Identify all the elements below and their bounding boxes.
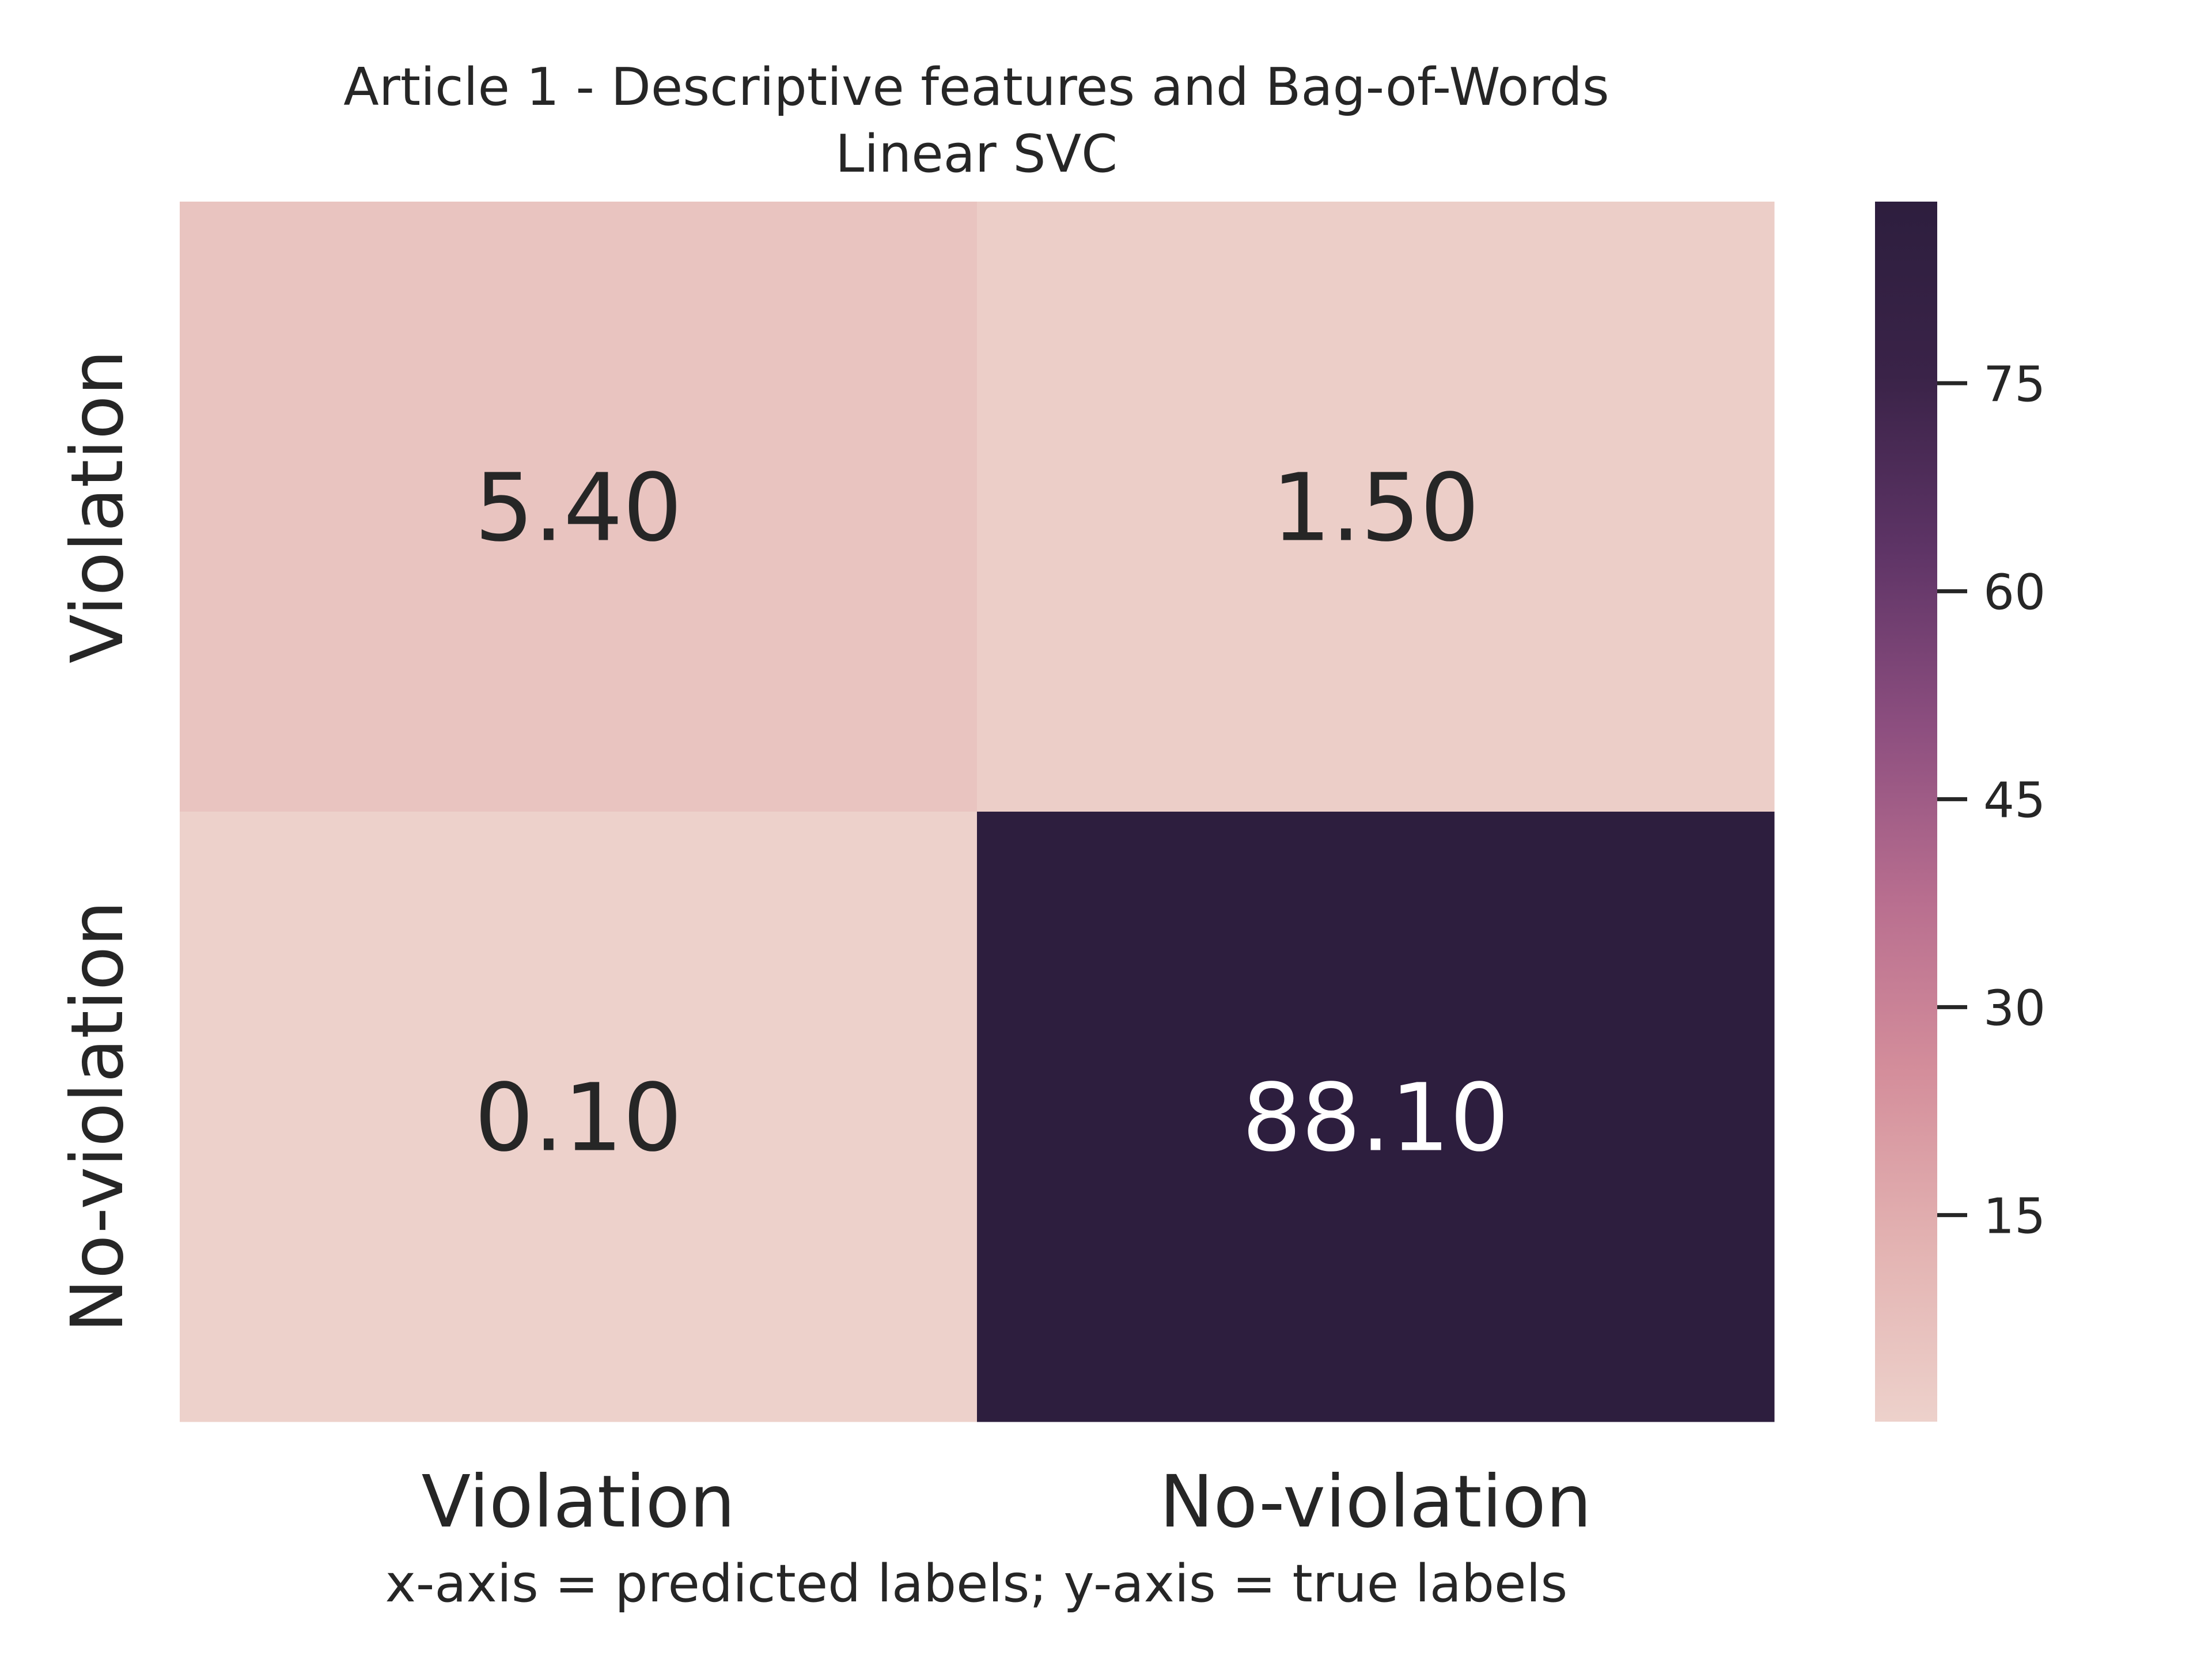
colorbar-ticks: 15 30 45 60 75: [1937, 356, 2046, 1245]
x-axis-tick-labels: Violation No-violation: [422, 1460, 1592, 1544]
x-tick-label-no-violation: No-violation: [1160, 1460, 1592, 1544]
cell-value-label: 1.50: [1272, 454, 1480, 563]
cell-value-label: 5.40: [475, 454, 683, 563]
y-tick-label-violation: Violation: [56, 350, 139, 664]
heatmap-cell-no-violation-no-violation: [977, 812, 1775, 1422]
colorbar-tick-label: 30: [1983, 980, 2046, 1037]
heatmap-cells: [180, 202, 1775, 1422]
colorbar-tick-label: 60: [1983, 564, 2046, 621]
colorbar-tick-label: 45: [1983, 772, 2046, 829]
heatmap-cell-no-violation-violation: [180, 812, 978, 1422]
axis-caption: x-axis = predicted labels; y-axis = true…: [385, 1554, 1568, 1614]
colorbar: [1875, 202, 1937, 1422]
heatmap-cell-violation-no-violation: [977, 202, 1775, 812]
colorbar-tick-label: 75: [1983, 356, 2046, 413]
y-tick-label-no-violation: No-violation: [56, 901, 139, 1333]
y-axis-tick-labels: Violation No-violation: [56, 350, 139, 1332]
cell-value-label: 88.10: [1242, 1065, 1509, 1173]
chart-subtitle: Linear SVC: [835, 124, 1118, 184]
heatmap-cell-violation-violation: [180, 202, 978, 812]
cell-value-label: 0.10: [475, 1065, 683, 1173]
x-tick-label-violation: Violation: [422, 1460, 736, 1544]
heatmap-value-labels: 5.40 1.50 0.10 88.10: [475, 454, 1509, 1173]
colorbar-tick-label: 15: [1983, 1188, 2046, 1245]
chart-title: Article 1 - Descriptive features and Bag…: [343, 57, 1609, 118]
